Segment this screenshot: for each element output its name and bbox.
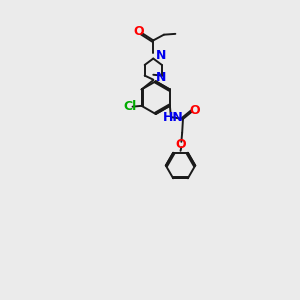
Text: N: N xyxy=(156,71,166,84)
Text: O: O xyxy=(134,25,144,38)
Text: N: N xyxy=(156,50,166,62)
Text: O: O xyxy=(190,104,200,117)
Text: Cl: Cl xyxy=(123,100,136,113)
Text: HN: HN xyxy=(163,111,184,124)
Text: O: O xyxy=(176,138,186,151)
